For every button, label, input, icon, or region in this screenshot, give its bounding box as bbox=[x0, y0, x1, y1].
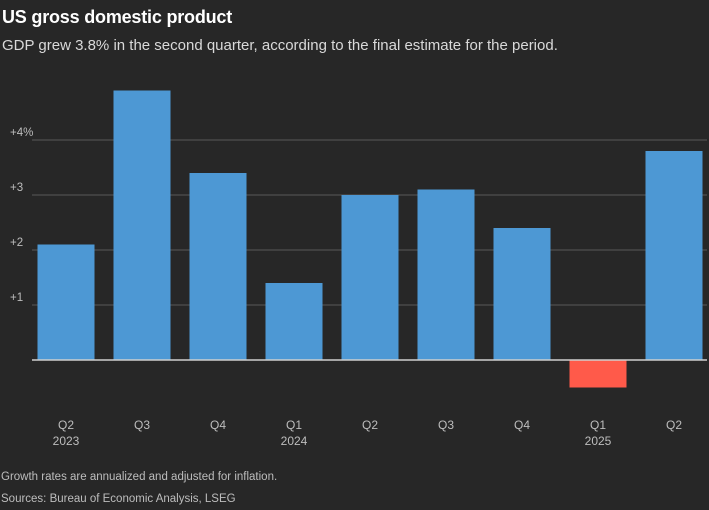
chart-title: US gross domestic product bbox=[2, 7, 233, 27]
chart-subtitle: GDP grew 3.8% in the second quarter, acc… bbox=[2, 37, 558, 54]
x-tick-label: Q2 bbox=[666, 418, 682, 432]
bar-q1-2024-3 bbox=[265, 283, 323, 360]
x-tick-label: Q4 bbox=[514, 418, 530, 432]
x-year-label: 2024 bbox=[281, 434, 308, 448]
y-tick-label: +3 bbox=[10, 182, 23, 194]
bar-q4-2 bbox=[189, 173, 247, 360]
footnote: Growth rates are annualized and adjusted… bbox=[1, 471, 278, 483]
bar-chart: +1 +2 +3 +4% Q2 2023 Q3 Q4 Q1 2024 Q2 Q3 Q4 Q1 2025 Q2 bbox=[10, 90, 707, 448]
bar-q4-6 bbox=[493, 228, 551, 360]
bar-q2-2023-0 bbox=[37, 244, 95, 360]
x-year-label: 2023 bbox=[53, 434, 80, 448]
y-tick-label: +1 bbox=[10, 292, 23, 304]
bar-q3-1 bbox=[113, 90, 171, 360]
x-tick-label: Q2 bbox=[58, 418, 74, 432]
x-tick-label: Q1 bbox=[590, 418, 606, 432]
x-tick-label: Q2 bbox=[362, 418, 378, 432]
bar-layer bbox=[37, 90, 703, 388]
x-tick-label: Q1 bbox=[286, 418, 302, 432]
bar-q2-4 bbox=[341, 195, 399, 360]
x-year-label: 2025 bbox=[585, 434, 612, 448]
x-tick-label: Q3 bbox=[134, 418, 150, 432]
bar-q2-8 bbox=[645, 151, 703, 360]
axis-layer: +1 +2 +3 +4% Q2 2023 Q3 Q4 Q1 2024 Q2 Q3 Q4 Q1 2025 Q2 bbox=[10, 127, 707, 448]
x-tick-label: Q4 bbox=[210, 418, 226, 432]
x-tick-label: Q3 bbox=[438, 418, 454, 432]
y-tick-label: +2 bbox=[10, 237, 23, 249]
bar-q1-2025-7 bbox=[569, 360, 627, 388]
sources-note: Sources: Bureau of Economic Analysis, LS… bbox=[1, 493, 236, 505]
y-tick-label: +4% bbox=[10, 127, 33, 139]
bar-q3-5 bbox=[417, 189, 475, 360]
